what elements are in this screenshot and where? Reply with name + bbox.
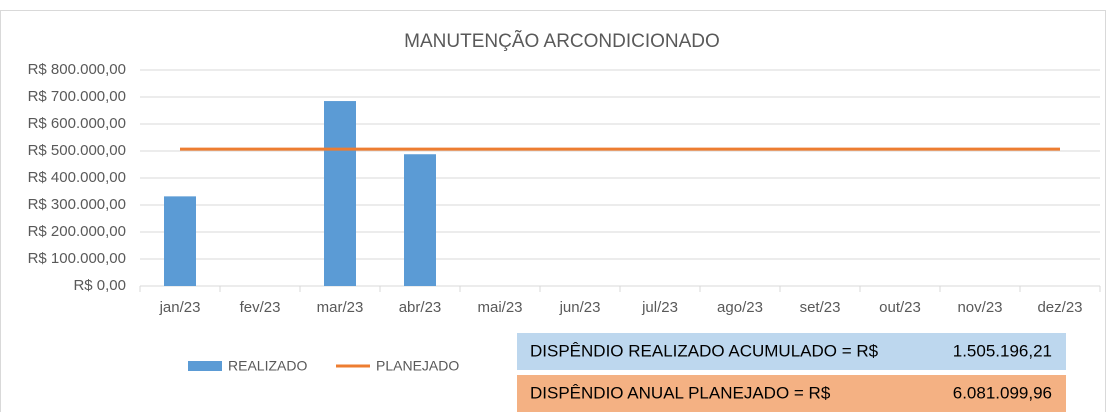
x-tick-label: jun/23 xyxy=(559,299,601,316)
y-tick-label: R$ 500.000,00 xyxy=(28,142,126,159)
legend-label: REALIZADO xyxy=(228,358,307,374)
y-tick-label: R$ 0,00 xyxy=(73,277,126,294)
y-tick-label: R$ 400.000,00 xyxy=(28,169,126,186)
x-tick-label: mar/23 xyxy=(317,299,364,316)
y-tick-label: R$ 100.000,00 xyxy=(28,250,126,267)
x-tick-label: fev/23 xyxy=(240,299,281,316)
chart-title: MANUTENÇÃO ARCONDICIONADO xyxy=(404,30,720,52)
legend-swatch xyxy=(188,361,222,371)
x-tick-label: out/23 xyxy=(879,299,921,316)
bar xyxy=(164,196,196,286)
x-tick-label: nov/23 xyxy=(957,299,1002,316)
y-tick-label: R$ 200.000,00 xyxy=(28,223,126,240)
legend-label: PLANEJADO xyxy=(376,358,459,374)
annotation-box xyxy=(517,375,1066,412)
y-tick-label: R$ 300.000,00 xyxy=(28,196,126,213)
y-tick-label: R$ 800.000,00 xyxy=(28,61,126,78)
annotation-label: DISPÊNDIO ANUAL PLANEJADO = R$ xyxy=(530,383,831,402)
y-tick-label: R$ 600.000,00 xyxy=(28,115,126,132)
annotation-box xyxy=(517,333,1066,370)
x-tick-label: dez/23 xyxy=(1037,299,1082,316)
x-tick-label: set/23 xyxy=(800,299,841,316)
annotation-value: 1.505.196,21 xyxy=(953,341,1052,360)
x-tick-label: mai/23 xyxy=(477,299,522,316)
bar xyxy=(404,154,436,286)
x-tick-label: abr/23 xyxy=(399,299,442,316)
x-tick-label: jul/23 xyxy=(641,299,678,316)
x-tick-label: jan/23 xyxy=(159,299,201,316)
annotation-label: DISPÊNDIO REALIZADO ACUMULADO = R$ xyxy=(530,341,879,360)
y-tick-label: R$ 700.000,00 xyxy=(28,88,126,105)
bar xyxy=(324,101,356,286)
annotation-value: 6.081.099,96 xyxy=(953,383,1052,402)
x-tick-label: ago/23 xyxy=(717,299,763,316)
